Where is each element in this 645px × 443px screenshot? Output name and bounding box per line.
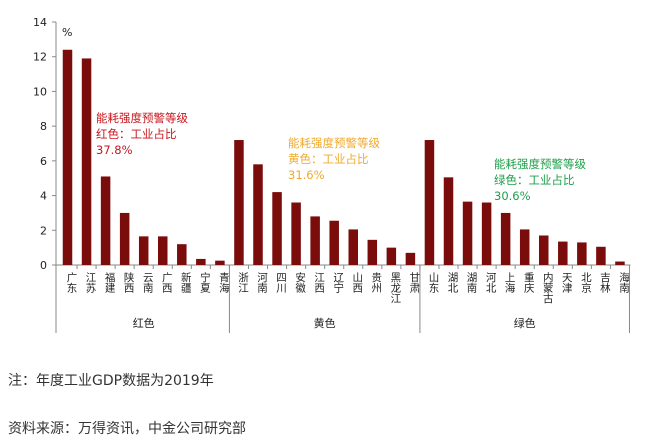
x-tick-label: 山东 xyxy=(427,272,439,293)
x-tick-label: 湖南 xyxy=(466,272,478,293)
bar xyxy=(405,252,416,265)
bar xyxy=(539,235,549,265)
bar xyxy=(158,236,168,265)
group-annotation-line: 31.6% xyxy=(288,168,325,182)
bar xyxy=(443,177,454,265)
source-note: 资料来源：万得资讯，中金公司研究部 xyxy=(8,421,246,437)
bar xyxy=(519,229,530,265)
y-unit-label: % xyxy=(62,26,72,39)
bar xyxy=(272,192,282,265)
bar xyxy=(100,176,111,265)
x-tick-label: 湖北 xyxy=(447,272,459,293)
group-annotation-line: 30.6% xyxy=(494,189,531,203)
x-tick-label: 青海 xyxy=(218,271,230,294)
x-tick-label: 云南 xyxy=(142,272,154,293)
bar xyxy=(577,242,587,265)
bar xyxy=(329,220,339,265)
x-tick-label: 河北 xyxy=(485,272,497,293)
x-tick-label: 陕西 xyxy=(123,271,135,293)
x-tick-label: 江西 xyxy=(313,272,325,293)
bar xyxy=(481,202,492,265)
group-annotation-line: 黄色：工业占比 xyxy=(288,152,369,166)
x-tick-label: 广西 xyxy=(161,272,173,293)
x-tick-label: 辽宁 xyxy=(332,272,344,293)
bar xyxy=(596,246,606,265)
bar xyxy=(310,216,320,265)
x-tick-label: 贵州 xyxy=(370,271,382,293)
bar xyxy=(81,58,92,266)
x-tick-label: 广东 xyxy=(66,272,78,293)
y-tick-label: 12 xyxy=(33,51,47,64)
chart-note: 注：年度工业GDP数据为2019年 xyxy=(8,373,214,389)
group-annotation-line: 红色：工业占比 xyxy=(96,127,177,141)
x-tick-label: 宁夏 xyxy=(199,271,211,293)
y-tick-label: 2 xyxy=(40,224,47,237)
bar xyxy=(291,202,301,265)
bar xyxy=(367,239,378,265)
x-tick-label: 内蒙古 xyxy=(542,271,554,304)
x-tick-label: 安徽 xyxy=(294,271,306,294)
bar xyxy=(348,229,358,265)
x-tick-label: 河南 xyxy=(256,272,268,293)
x-tick-label: 海南 xyxy=(618,271,630,293)
x-tick-label: 江苏 xyxy=(85,272,97,294)
bar xyxy=(424,140,435,265)
x-tick-label: 天津 xyxy=(561,272,573,294)
group-label: 黄色 xyxy=(314,316,336,330)
group-annotation-line: 37.8% xyxy=(96,143,133,157)
y-tick-label: 6 xyxy=(40,155,47,168)
bar xyxy=(500,212,511,265)
bar xyxy=(462,201,473,265)
x-tick-label: 黑龙江 xyxy=(389,272,401,304)
group-label: 红色 xyxy=(133,316,155,330)
y-tick-label: 14 xyxy=(33,16,47,29)
x-tick-label: 福建 xyxy=(104,271,116,294)
x-tick-label: 浙江 xyxy=(237,272,249,293)
group-label: 绿色 xyxy=(514,316,536,330)
bar xyxy=(558,241,568,265)
bar xyxy=(234,140,244,265)
x-tick-label: 新疆 xyxy=(180,271,192,294)
y-tick-label: 8 xyxy=(40,120,47,133)
bar xyxy=(386,247,397,265)
group-annotation-line: 能耗强度预警等级 xyxy=(288,136,380,150)
y-tick-label: 10 xyxy=(33,85,47,98)
group-annotation-line: 能耗强度预警等级 xyxy=(96,111,188,125)
x-tick-label: 北京 xyxy=(580,272,592,294)
bar xyxy=(215,260,225,265)
bar xyxy=(253,164,263,265)
bar xyxy=(615,261,625,265)
y-tick-label: 0 xyxy=(40,259,47,272)
bar xyxy=(62,49,73,266)
x-tick-label: 甘肃 xyxy=(408,271,420,294)
x-tick-label: 吉林 xyxy=(599,272,611,294)
bar xyxy=(119,212,130,265)
bar xyxy=(196,258,206,265)
bar xyxy=(138,236,149,265)
group-annotation-line: 能耗强度预警等级 xyxy=(494,157,586,171)
x-tick-label: 上海 xyxy=(504,272,516,294)
group-annotation-line: 绿色：工业占比 xyxy=(494,173,575,187)
bar xyxy=(177,244,187,265)
y-tick-label: 4 xyxy=(40,190,47,203)
x-tick-label: 山西 xyxy=(351,272,363,293)
x-tick-label: 四川 xyxy=(275,272,287,293)
x-tick-label: 重庆 xyxy=(523,271,535,294)
